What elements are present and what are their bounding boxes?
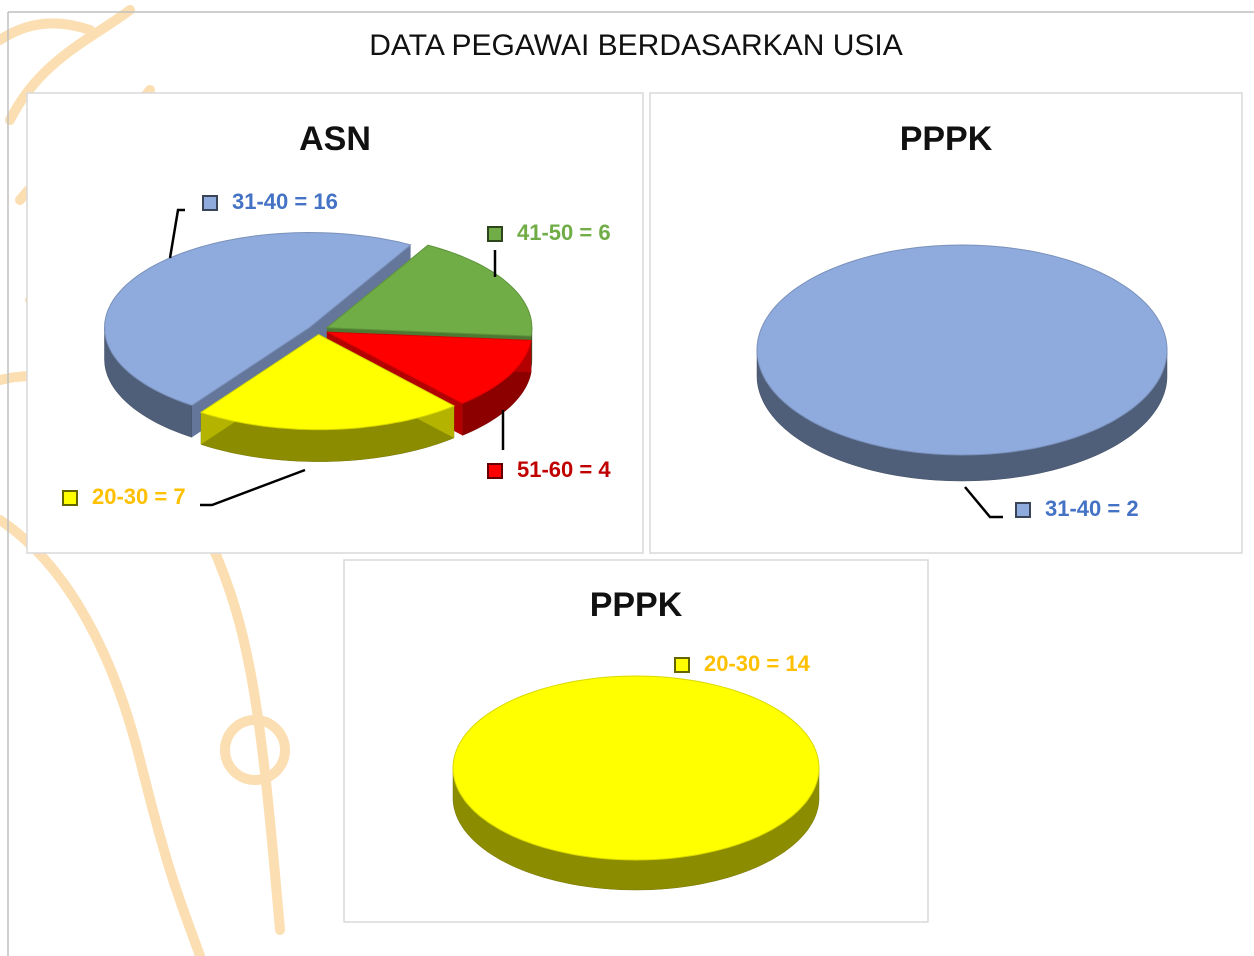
chart-title: PPPK: [590, 586, 683, 624]
legend-marker: [674, 657, 690, 673]
slice: [199, 334, 456, 431]
data-label: 20-30 = 14: [704, 651, 811, 676]
data-label: 31-40 = 2: [1045, 496, 1139, 521]
legend-marker: [1015, 502, 1031, 518]
slice: [104, 231, 412, 406]
legend-marker: [487, 226, 503, 242]
data-label: 31-40 = 16: [232, 189, 338, 214]
legend-marker: [202, 195, 218, 211]
data-label: 41-50 = 6: [517, 220, 611, 245]
chart-title: PPPK: [900, 120, 993, 158]
legend-marker: [487, 463, 503, 479]
slice: [756, 244, 1168, 456]
page-title: DATA PEGAWAI BERDASARKAN USIA: [369, 29, 902, 62]
legend-marker: [62, 490, 78, 506]
data-label: 51-60 = 4: [517, 457, 611, 482]
slice: [325, 244, 533, 337]
data-label: 20-30 = 7: [92, 484, 186, 509]
leader-line: [964, 486, 1003, 519]
leader-line: [200, 468, 306, 507]
slice: [326, 331, 532, 404]
slice: [452, 675, 820, 861]
chart-title: ASN: [299, 120, 371, 158]
leader-line: [168, 208, 185, 259]
